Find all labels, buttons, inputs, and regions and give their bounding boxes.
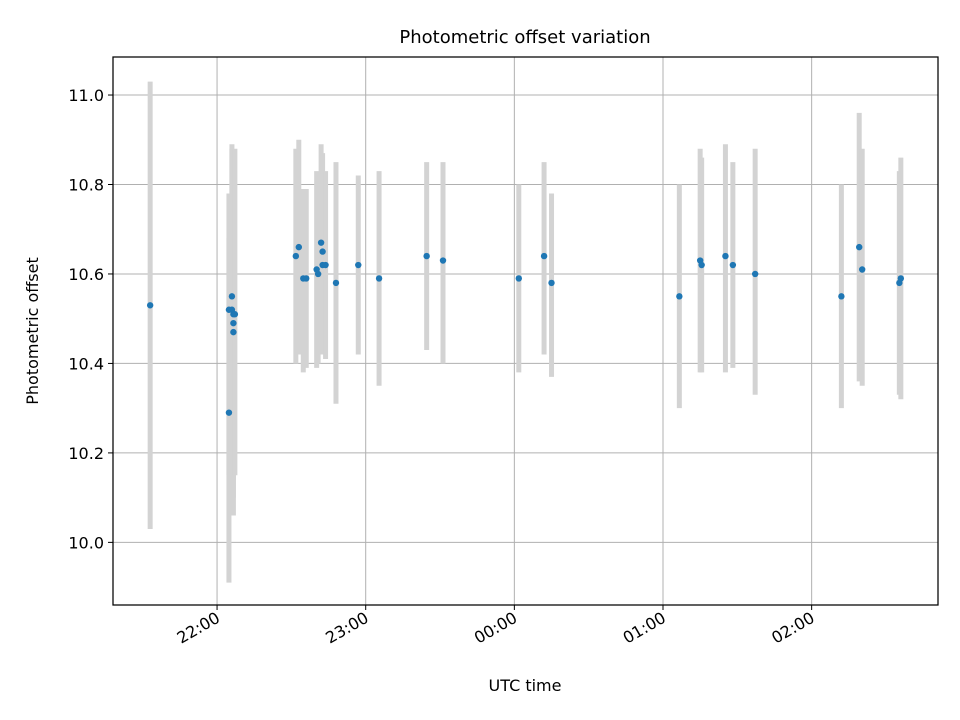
y-tick-label-5: 11.0 — [68, 86, 104, 105]
data-point-19 — [332, 279, 340, 287]
x-tick-label-4: 02:00 — [768, 608, 817, 648]
data-point-12 — [303, 275, 310, 282]
data-point-14 — [314, 270, 322, 278]
axes-frame — [112, 56, 939, 606]
y-tick-label-1: 10.2 — [68, 444, 104, 463]
data-point-22 — [423, 252, 430, 260]
chart-title: Photometric offset variation — [399, 27, 650, 48]
data-point-32 — [751, 270, 759, 278]
data-point-27 — [676, 293, 683, 300]
grid-lines — [113, 57, 938, 605]
data-point-0 — [146, 302, 154, 309]
data-point-20 — [355, 261, 362, 269]
y-axis-label: Photometric offset — [23, 257, 42, 405]
data-point-37 — [897, 275, 905, 282]
data-point-6 — [230, 328, 237, 336]
y-tick-label-0: 10.0 — [68, 533, 104, 552]
data-point-30 — [722, 252, 729, 260]
x-axis-ticks: 22:00 23:00 00:00 01:00 02:00 — [174, 605, 818, 648]
data-point-35 — [858, 266, 866, 273]
x-tick-label-0: 22:00 — [174, 608, 223, 648]
data-point-9 — [292, 252, 300, 260]
data-point-15 — [317, 239, 325, 246]
data-points — [146, 239, 905, 416]
data-point-1 — [225, 409, 233, 416]
data-point-21 — [375, 275, 383, 282]
y-tick-label-2: 10.4 — [68, 354, 104, 373]
data-point-18 — [322, 261, 329, 269]
x-tick-label-3: 01:00 — [620, 608, 669, 648]
data-point-33 — [838, 293, 845, 300]
data-point-3 — [228, 293, 236, 300]
data-point-10 — [295, 243, 303, 251]
data-point-24 — [515, 275, 523, 282]
data-point-16 — [319, 248, 326, 255]
x-tick-label-2: 00:00 — [471, 608, 520, 648]
data-point-8 — [231, 311, 239, 318]
data-point-23 — [439, 257, 447, 264]
data-point-29 — [698, 261, 705, 269]
y-tick-label-4: 10.8 — [68, 175, 104, 194]
data-point-25 — [540, 252, 548, 260]
y-tick-label-3: 10.6 — [68, 265, 104, 284]
data-point-5 — [230, 319, 237, 327]
data-point-31 — [729, 261, 737, 269]
data-point-26 — [548, 279, 555, 287]
x-axis-label: UTC time — [489, 676, 562, 695]
error-bars — [147, 81, 904, 583]
y-axis-ticks: 10.0 10.2 10.4 10.6 10.8 11.0 — [68, 86, 113, 552]
x-tick-label-1: 23:00 — [322, 608, 371, 648]
data-point-34 — [856, 243, 863, 251]
